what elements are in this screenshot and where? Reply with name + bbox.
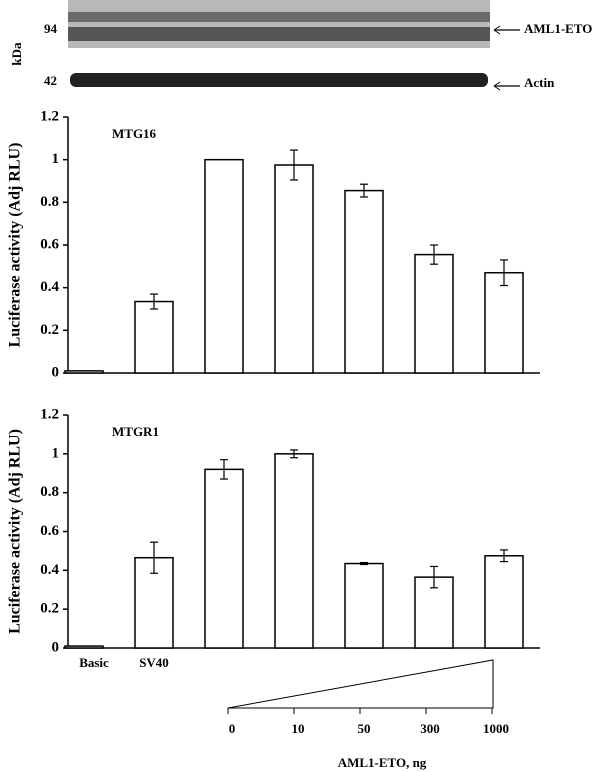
y-tick-label: 1 — [52, 445, 60, 461]
y-tick-label: 1 — [52, 151, 60, 167]
y-tick-label: 0.8 — [40, 484, 59, 500]
y-axis-label: Luciferase activity (Adj RLU) — [7, 143, 24, 348]
arrow-head — [493, 25, 501, 35]
x-tick-label: 300 — [420, 721, 440, 736]
bar — [64, 645, 104, 649]
arrow-head — [493, 81, 501, 91]
y-tick-label: 0.8 — [40, 194, 59, 210]
bar — [64, 370, 104, 374]
annotation: MTGR1 — [112, 424, 159, 439]
y-tick-label: 1.2 — [40, 406, 59, 422]
y-tick-label: 0.4 — [40, 279, 59, 295]
y-axis-label: Luciferase activity (Adj RLU) — [7, 429, 24, 634]
y-tick-label: 0.6 — [40, 523, 59, 539]
bar — [414, 253, 454, 374]
actin-band — [70, 73, 488, 87]
bar — [134, 300, 174, 374]
x-tick-label: SV40 — [139, 655, 169, 670]
y-tick-label: 0.2 — [40, 601, 59, 617]
y-tick-label: 0 — [52, 364, 60, 380]
gradient-triangle — [227, 659, 494, 709]
annotation: MTG16 — [112, 126, 157, 141]
y-tick-label: 0 — [52, 639, 60, 655]
blot-band — [68, 27, 490, 41]
x-tick-label: 1000 — [483, 721, 509, 736]
marker: 42 — [44, 73, 57, 88]
band-label: AML1-ETO — [524, 21, 592, 36]
x-tick-label: 10 — [292, 721, 305, 736]
bar — [204, 468, 244, 649]
unit: kDa — [9, 42, 24, 66]
x-tick-label: 50 — [358, 721, 371, 736]
x-tick-label: 0 — [229, 721, 236, 736]
blot-band — [68, 12, 490, 22]
marker: 94 — [44, 21, 58, 36]
bar — [274, 453, 314, 649]
western-blot: 94 42 kDa AML1-ETO Actin — [9, 0, 592, 91]
bar — [344, 189, 384, 374]
bar — [274, 164, 314, 374]
y-tick-label: 0.6 — [40, 236, 59, 252]
bar — [344, 562, 384, 649]
bar — [484, 555, 524, 649]
x-tick-label: Basic — [79, 655, 109, 670]
band-label: Actin — [524, 75, 555, 90]
y-tick-label: 0.4 — [40, 562, 59, 578]
y-tick-label: 1.2 — [40, 108, 59, 124]
x-axis-label: AML1-ETO, ng — [338, 755, 427, 770]
y-tick-label: 0.2 — [40, 322, 59, 338]
bar — [484, 271, 524, 374]
bar — [204, 158, 244, 374]
bar — [414, 576, 454, 649]
